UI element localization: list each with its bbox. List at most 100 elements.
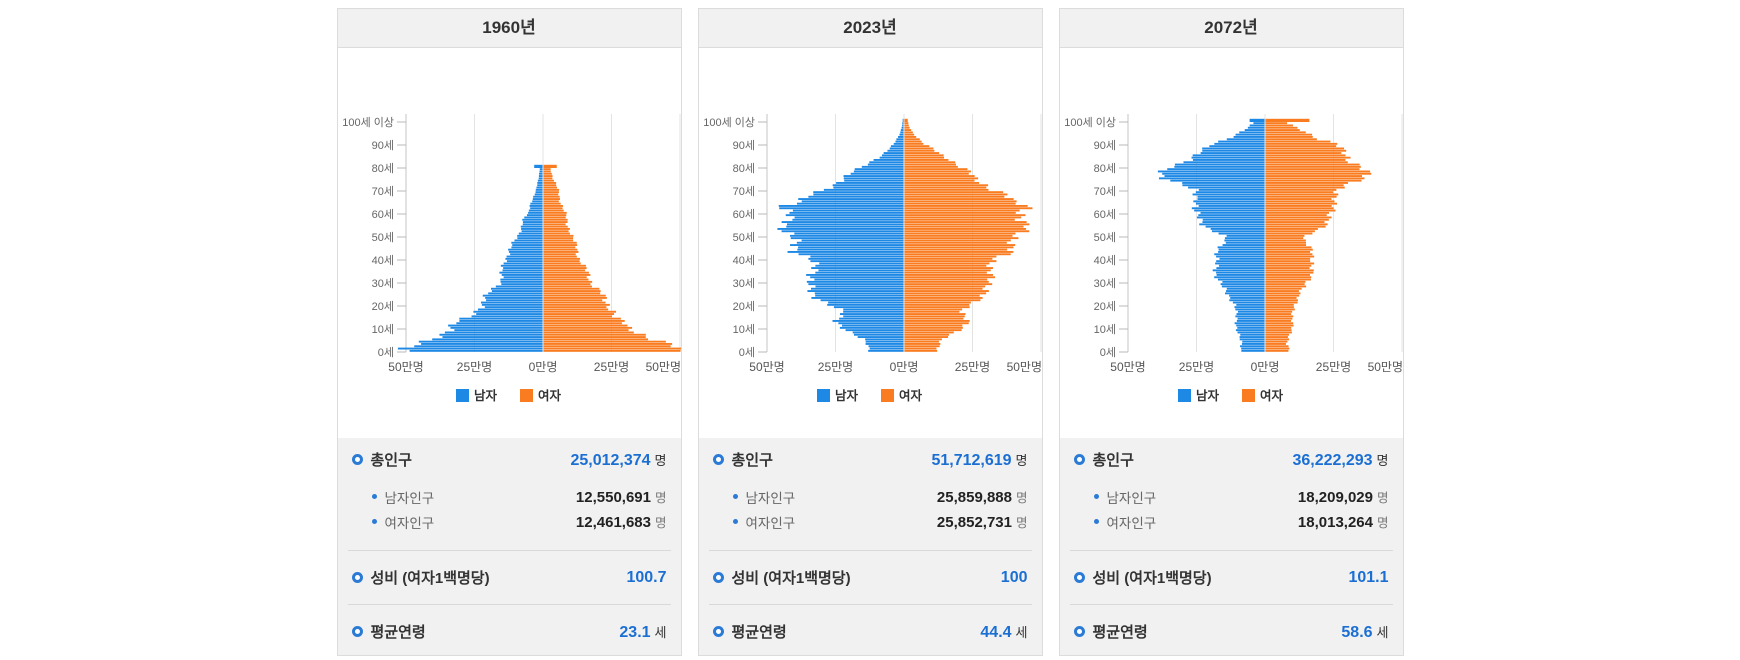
pyramid-svg-2023: 0세 10세 20세 30세 40세 50세 60세 70세 80세 90세 100세 이상 50만명… xyxy=(703,114,1042,403)
panel-1960: 1960년 0세 10세 20세 30세 40세 50세 60세 70세 80세 90세 100세 … xyxy=(336,8,682,658)
y-axis-label: 80세 xyxy=(1093,162,1115,175)
population-pyramid-chart: 0세 10세 20세 30세 40세 50세 60세 70세 80세 90세 100세 이상 50만명… xyxy=(1059,48,1403,438)
female-bars xyxy=(904,118,1032,352)
sex-ratio-value: 101.1 xyxy=(1348,568,1389,586)
y-axis-label: 100세 이상 xyxy=(342,116,394,129)
stat-label-text: 성비 (여자1백명당) xyxy=(1092,570,1212,587)
panel-2023: 2023년 0세 10세 20세 30세 40세 50세 60세 70세 80세 90세 100세 … xyxy=(697,8,1043,656)
bullet-ring-icon xyxy=(351,626,363,637)
sex-ratio-value: 100 xyxy=(1000,568,1028,586)
bullet-ring-icon xyxy=(351,454,363,465)
x-axis-label: 50만명 xyxy=(1110,360,1145,374)
stat-total-population: 총인구 36,222,293 명 xyxy=(1060,438,1403,470)
stat-sex-ratio: 성비 (여자1백명당) 100 xyxy=(699,551,1042,604)
x-axis-label: 50만명 xyxy=(1006,360,1041,374)
bullet-ring-icon xyxy=(351,572,363,583)
male-swatch-icon xyxy=(1177,389,1191,402)
bullet-ring-icon xyxy=(1073,572,1085,583)
stats-section: 총인구 51,712,619 명 남자인구 25,859,888 명 여자인구 25… xyxy=(698,438,1042,655)
unit-label: 명 xyxy=(1015,452,1028,468)
stat-female-population: 여자인구 18,013,264 명 xyxy=(1093,509,1389,534)
female-population-value: 12,461,683 xyxy=(575,513,651,531)
stat-label-text: 평균연령 xyxy=(1092,624,1148,641)
stat-label-text: 성비 (여자1백명당) xyxy=(370,570,490,587)
stat-male-population: 남자인구 18,209,029 명 xyxy=(1093,484,1389,509)
unit-label: 명 xyxy=(1376,515,1389,530)
bullet-ring-icon xyxy=(1073,454,1085,465)
legend-item-male[interactable]: 남자 xyxy=(1177,388,1220,403)
legend-item-female[interactable]: 여자 xyxy=(1241,388,1284,403)
legend-item-female[interactable]: 여자 xyxy=(519,388,562,403)
bullet-dot-icon xyxy=(1093,494,1099,499)
chart-legend: 남자 여자 xyxy=(1177,388,1284,403)
legend-label: 남자 xyxy=(835,388,859,403)
male-population-value: 25,859,888 xyxy=(936,488,1012,506)
y-axis-label: 70세 xyxy=(371,185,393,198)
y-axis-label: 50세 xyxy=(732,231,754,244)
stat-average-age: 평균연령 23.1 세 xyxy=(338,605,681,658)
y-axis-label: 60세 xyxy=(371,208,393,221)
y-axis-label: 20세 xyxy=(371,300,393,313)
unit-label: 세 xyxy=(1015,624,1028,640)
unit-label: 명 xyxy=(654,515,667,530)
legend-item-male[interactable]: 남자 xyxy=(455,388,498,403)
y-axis-label: 50세 xyxy=(1093,231,1115,244)
divider xyxy=(708,604,1032,605)
y-axis-label: 10세 xyxy=(371,323,393,336)
unit-label: 명 xyxy=(654,490,667,505)
legend-label: 남자 xyxy=(1196,388,1220,403)
divider xyxy=(708,550,1032,551)
y-axis-label: 80세 xyxy=(732,162,754,175)
bullet-dot-icon xyxy=(732,494,738,499)
stat-male-population: 남자인구 25,859,888 명 xyxy=(732,484,1028,509)
y-axis-label: 90세 xyxy=(1093,139,1115,152)
unit-label: 명 xyxy=(1015,490,1028,505)
y-axis-label: 60세 xyxy=(1093,208,1115,221)
x-axis-label: 50만명 xyxy=(1367,360,1402,374)
female-swatch-icon xyxy=(519,389,533,402)
unit-label: 명 xyxy=(654,452,667,468)
legend-label: 여자 xyxy=(1260,388,1284,403)
legend-item-male[interactable]: 남자 xyxy=(816,388,859,403)
y-axis-label: 90세 xyxy=(371,139,393,152)
y-axis-label: 10세 xyxy=(1093,323,1115,336)
stat-label-text: 총인구 xyxy=(1092,452,1134,469)
y-axis-label: 40세 xyxy=(1093,254,1115,267)
x-axis-label: 0만명 xyxy=(1250,360,1279,374)
stat-label-text: 남자인구 xyxy=(384,490,435,506)
stat-label-text: 평균연령 xyxy=(370,624,426,641)
female-bars xyxy=(543,164,681,352)
x-axis-label: 25만명 xyxy=(1315,360,1350,374)
x-axis-label: 0만명 xyxy=(889,360,918,374)
y-axis-label: 30세 xyxy=(1093,277,1115,290)
panel-year-header: 2023년 xyxy=(698,9,1042,48)
stat-label-text: 총인구 xyxy=(731,452,773,469)
stat-female-population: 여자인구 12,461,683 명 xyxy=(371,509,667,534)
y-axis-label: 20세 xyxy=(732,300,754,313)
stat-total-population: 총인구 51,712,619 명 xyxy=(699,438,1042,470)
legend-item-female[interactable]: 여자 xyxy=(880,388,923,403)
female-population-value: 18,013,264 xyxy=(1297,513,1373,531)
y-axis-label: 60세 xyxy=(732,208,754,221)
unit-label: 명 xyxy=(1015,515,1028,530)
total-population-value: 51,712,619 xyxy=(931,451,1012,469)
x-axis-label: 25만명 xyxy=(1178,360,1213,374)
male-swatch-icon xyxy=(455,389,469,402)
bullet-dot-icon xyxy=(1093,519,1099,524)
male-bars xyxy=(397,164,542,352)
average-age-value: 44.4 xyxy=(980,623,1012,641)
y-axis-label: 100세 이상 xyxy=(703,116,755,129)
y-axis-label: 80세 xyxy=(371,162,393,175)
x-axis-label: 25만명 xyxy=(817,360,852,374)
female-population-value: 25,852,731 xyxy=(936,513,1012,531)
population-pyramid-chart: 0세 10세 20세 30세 40세 50세 60세 70세 80세 90세 100세 이상 50만명… xyxy=(698,48,1042,438)
unit-label: 세 xyxy=(654,624,667,640)
legend-label: 여자 xyxy=(538,388,562,403)
stat-female-population: 여자인구 25,852,731 명 xyxy=(732,509,1028,534)
bullet-dot-icon xyxy=(732,519,738,524)
unit-label: 명 xyxy=(1376,490,1389,505)
bullet-dot-icon xyxy=(371,519,377,524)
total-population-value: 25,012,374 xyxy=(570,451,651,469)
y-axis-label: 0세 xyxy=(1099,346,1115,359)
divider xyxy=(347,550,671,551)
